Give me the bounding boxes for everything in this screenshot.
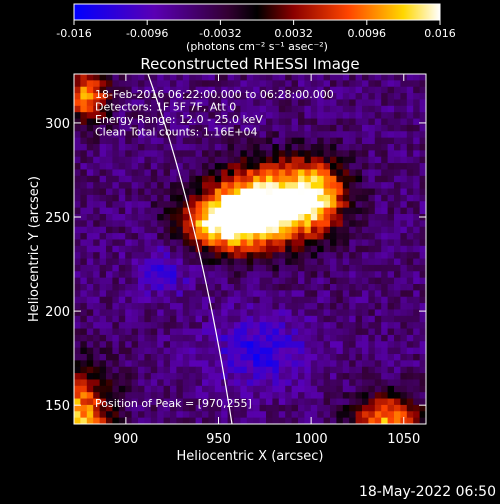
y-tick-label: 200 — [45, 305, 70, 320]
y-tick-label: 150 — [45, 399, 70, 414]
info-line: Clean Total counts: 1.16E+04 — [95, 126, 258, 139]
x-tick-label: 1050 — [387, 432, 420, 447]
colorbar-tick-label: 0.0096 — [348, 27, 387, 40]
info-line: 18-Feb-2016 06:22:00.000 to 06:28:00.000 — [95, 88, 334, 101]
x-tick-label: 950 — [206, 432, 231, 447]
timestamp: 18-May-2022 06:50 — [359, 484, 496, 500]
solar-limb-line — [147, 74, 233, 424]
y-axis-title: Heliocentric Y (arcsec) — [27, 176, 42, 322]
colorbar-ticks: -0.016 -0.0096 -0.0032 0.0032 0.0096 0.016 — [56, 20, 456, 40]
info-line: Detectors: 1F 5F 7F, Att 0 — [95, 101, 236, 114]
x-tick-label: 1000 — [295, 432, 328, 447]
colorbar-tick-label: 0.016 — [424, 27, 456, 40]
colorbar-tick-label: -0.0032 — [199, 27, 241, 40]
chart-title: Reconstructed RHESSI Image — [140, 55, 359, 73]
peak-position-label: Position of Peak = [970,255] — [95, 397, 252, 410]
heatmap-image — [74, 74, 426, 424]
axis-ticks: 900 950 1000 1050 150 200 250 300 — [45, 74, 426, 447]
colorbar-tick-label: -0.0096 — [126, 27, 168, 40]
x-axis-title: Heliocentric X (arcsec) — [177, 449, 324, 464]
y-tick-label: 250 — [45, 211, 70, 226]
colorbar-unit: (photons cm⁻² s⁻¹ asec⁻²) — [186, 40, 328, 53]
colorbar-tick-label: -0.016 — [56, 27, 91, 40]
colorbar — [73, 3, 441, 21]
plot-frame — [73, 73, 427, 425]
colorbar-tick-label: 0.0032 — [274, 27, 313, 40]
info-line: Energy Range: 12.0 - 25.0 keV — [95, 113, 263, 126]
info-overlay: 18-Feb-2016 06:22:00.000 to 06:28:00.000… — [95, 88, 334, 139]
y-tick-label: 300 — [45, 117, 70, 132]
x-tick-label: 900 — [113, 432, 138, 447]
